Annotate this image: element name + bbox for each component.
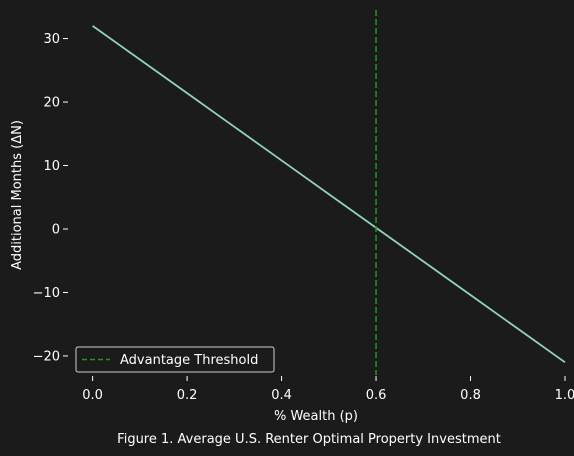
x-tick-label: 0.4 <box>271 388 292 403</box>
plot-area <box>92 10 566 375</box>
y-axis-label: Additional Months (ΔN) <box>10 120 25 270</box>
y-tick-label: 10 <box>43 159 60 174</box>
y-tick-label: 20 <box>43 96 60 111</box>
x-tick-label: 1.0 <box>555 388 574 403</box>
x-tick-label: 0.8 <box>460 388 481 403</box>
x-tick-label: 0.2 <box>177 388 198 403</box>
x-axis-ticks: 0.0 0.2 0.4 0.6 0.8 1.0 <box>82 376 574 403</box>
y-tick-label: −10 <box>33 286 60 301</box>
legend-label-advantage-threshold: Advantage Threshold <box>120 353 258 368</box>
y-tick-label: 30 <box>43 32 60 47</box>
figure-caption: Figure 1. Average U.S. Renter Optimal Pr… <box>117 432 501 447</box>
legend: Advantage Threshold <box>75 346 275 373</box>
series-line <box>92 25 566 364</box>
y-axis-ticks: 30 20 10 0 −10 −20 <box>33 32 68 364</box>
x-axis-label: % Wealth (p) <box>274 409 358 424</box>
x-tick-label: 0.0 <box>82 388 103 403</box>
legend-box <box>75 346 275 373</box>
y-tick-label: −20 <box>33 349 60 364</box>
x-tick-label: 0.6 <box>366 388 387 403</box>
y-tick-label: 0 <box>52 223 60 238</box>
